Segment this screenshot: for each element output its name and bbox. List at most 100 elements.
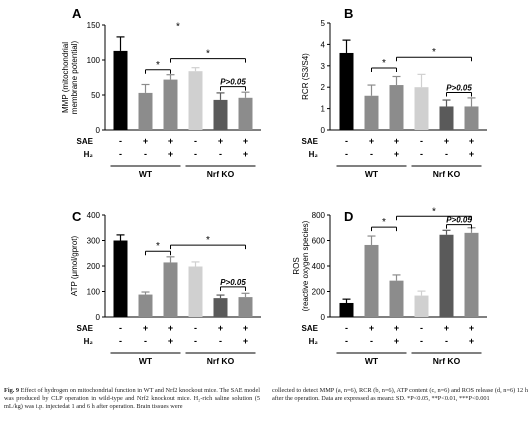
bar	[238, 297, 253, 317]
condition-mark: -	[345, 136, 348, 146]
y-tick-label: 200	[87, 262, 101, 271]
panel-label: D	[344, 209, 353, 224]
y-tick-label: 400	[312, 262, 326, 271]
condition-mark: +	[444, 136, 449, 146]
condition-mark: -	[119, 323, 122, 333]
y-axis-label: MMP (mitochondrial	[61, 42, 70, 113]
condition-mark: +	[369, 323, 374, 333]
condition-mark: +	[218, 323, 223, 333]
condition-row-label: H₂	[309, 337, 319, 346]
condition-mark: -	[194, 323, 197, 333]
condition-mark: -	[194, 149, 197, 159]
bar	[188, 266, 203, 317]
condition-mark: -	[144, 149, 147, 159]
bar	[464, 106, 479, 130]
group-label: WT	[139, 169, 153, 179]
condition-mark: +	[394, 323, 399, 333]
caption-figure-label: Fig. 9	[4, 387, 20, 394]
condition-mark: -	[445, 149, 448, 159]
caption-right-column: collected to detect MMP (a, n=6), RCR (b…	[272, 387, 528, 403]
condition-mark: -	[345, 149, 348, 159]
panel-label: A	[72, 6, 82, 21]
group-label: WT	[365, 169, 379, 179]
y-tick-label: 100	[87, 288, 101, 297]
y-tick-label: 800	[312, 211, 326, 220]
y-tick-label: 4	[321, 40, 326, 49]
panel-d: D 0 200 400 600 800 ROS (reactive oxygen specie…	[292, 206, 487, 366]
bar	[238, 97, 253, 130]
significance-star: *	[382, 217, 386, 228]
y-axis-label: membrane potential)	[70, 40, 79, 114]
bar	[213, 99, 228, 130]
y-tick-label: 150	[87, 21, 101, 30]
condition-mark: +	[168, 136, 173, 146]
bar	[339, 52, 354, 130]
group-label: WT	[365, 356, 379, 366]
bar	[414, 295, 429, 317]
condition-mark: -	[345, 323, 348, 333]
y-tick-label: 300	[87, 237, 101, 246]
condition-mark: -	[420, 149, 423, 159]
condition-mark: -	[219, 336, 222, 346]
condition-mark: +	[168, 336, 173, 346]
condition-row-label: H₂	[309, 150, 319, 159]
condition-mark: +	[243, 336, 248, 346]
significance-p-label: P>0.05	[220, 78, 246, 87]
bar	[163, 262, 178, 317]
condition-row-label: SAE	[77, 324, 94, 333]
bar	[113, 50, 128, 130]
group-label: Nrf KO	[433, 169, 461, 179]
condition-mark: -	[219, 149, 222, 159]
bar	[364, 95, 379, 130]
condition-mark: +	[168, 323, 173, 333]
condition-mark: -	[119, 336, 122, 346]
bar	[439, 106, 454, 130]
condition-mark: +	[444, 323, 449, 333]
panel-c: C 0 100 200 300 400 ATP (μmol/gprot) * * P>0.05 SA…	[70, 209, 261, 366]
caption-left-text: Effect of hydrogen on mitochondrial func…	[4, 387, 260, 411]
significance-p-label: P>0.05	[446, 84, 472, 93]
condition-mark: -	[445, 336, 448, 346]
significance-star: *	[432, 206, 436, 217]
condition-mark: +	[218, 136, 223, 146]
condition-mark: +	[394, 149, 399, 159]
bar	[389, 85, 404, 130]
condition-mark: +	[469, 136, 474, 146]
condition-row-label: SAE	[77, 137, 94, 146]
y-tick-label: 100	[87, 56, 101, 65]
bar	[439, 234, 454, 317]
condition-mark: +	[243, 323, 248, 333]
y-tick-label: 0	[96, 126, 101, 135]
group-label: Nrf KO	[207, 169, 235, 179]
significance-star: *	[432, 47, 436, 58]
bar	[339, 302, 354, 317]
group-label: WT	[139, 356, 153, 366]
bar	[113, 240, 128, 317]
panel-b: B 0 1 2 3 4 5 RCR (S3/S4) * * P>0.05 SAE - + + - + + H₂ - - +…	[301, 6, 487, 179]
caption-left-column: Fig. 9 Effect of hydrogen on mitochondri…	[4, 387, 260, 412]
condition-row-label: SAE	[302, 137, 319, 146]
bar	[163, 79, 178, 130]
condition-mark: +	[469, 149, 474, 159]
significance-p-label: P>0.05	[220, 278, 246, 287]
condition-mark: -	[144, 336, 147, 346]
panel-a: A 0 50 100 150 MMP (mitochondrial membrane pot…	[61, 6, 261, 179]
condition-mark: -	[194, 336, 197, 346]
bar	[364, 244, 379, 317]
condition-mark: +	[394, 136, 399, 146]
y-tick-label: 0	[96, 313, 101, 322]
condition-mark: +	[168, 149, 173, 159]
bar	[389, 280, 404, 317]
group-label: Nrf KO	[433, 356, 461, 366]
significance-p-label: P>0.05	[446, 216, 472, 225]
y-axis-label: (reactive oxygen species)	[301, 220, 310, 311]
y-axis-label: ATP (μmol/gprot)	[70, 236, 79, 297]
panel-label: C	[72, 209, 82, 224]
panel-label: B	[344, 6, 353, 21]
condition-row-label: H₂	[84, 337, 94, 346]
condition-mark: -	[420, 336, 423, 346]
significance-star: *	[156, 241, 160, 252]
condition-mark: +	[143, 136, 148, 146]
bar	[138, 294, 153, 317]
